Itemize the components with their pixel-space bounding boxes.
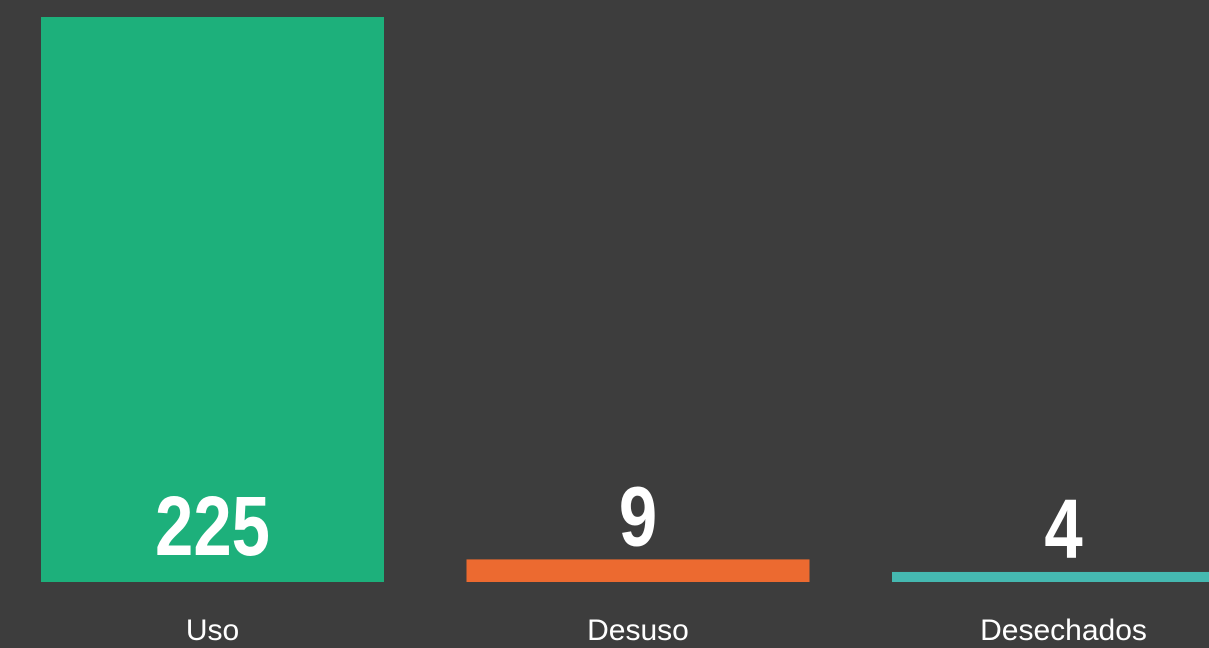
category-label: Desuso — [587, 614, 689, 647]
bar — [466, 559, 810, 582]
bar — [41, 17, 384, 582]
value-label: 4 — [1044, 482, 1083, 576]
value-label: 225 — [155, 480, 270, 574]
category-label: Desechados — [980, 614, 1147, 647]
value-label: 9 — [619, 470, 657, 564]
category-label: Uso — [186, 614, 239, 647]
bar — [892, 571, 1209, 582]
